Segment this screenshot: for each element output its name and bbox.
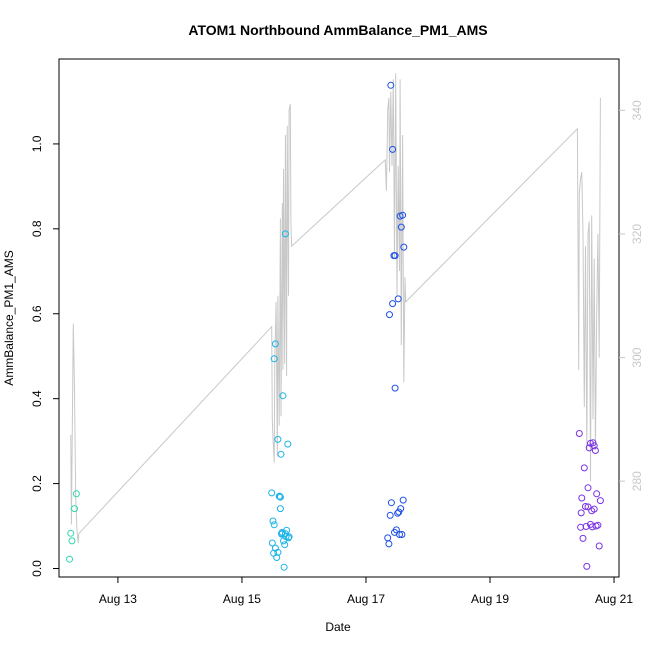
data-point [270, 355, 278, 363]
data-point [274, 548, 282, 556]
y-tick-label: 0.2 [30, 475, 44, 492]
x-tick-label: Aug 13 [99, 592, 137, 606]
data-point [274, 435, 282, 443]
data-point [270, 521, 278, 529]
data-point [391, 384, 399, 392]
y-tick-label: 0.4 [30, 390, 44, 407]
data-point [285, 533, 293, 541]
data-point [268, 489, 276, 497]
data-point [268, 539, 276, 547]
data-point [386, 311, 393, 319]
y2-axis: 280 300 320 340 [619, 100, 644, 491]
y2-tick-label: 320 [630, 224, 644, 244]
y2-tick-label: 340 [630, 100, 644, 120]
data-point [72, 490, 80, 498]
data-point [279, 392, 287, 400]
data-point [396, 531, 403, 538]
data-points [66, 81, 604, 571]
data-point [394, 509, 402, 517]
data-point [398, 531, 406, 538]
data-point [276, 505, 284, 513]
x-tick-label: Aug 21 [595, 592, 633, 606]
data-point [575, 430, 583, 437]
secondary-series-line [70, 73, 601, 544]
x-tick-label: Aug 15 [223, 592, 261, 606]
chart-title: ATOM1 Northbound AmmBalance_PM1_AMS [188, 22, 487, 38]
data-point [584, 484, 592, 492]
data-point [580, 464, 588, 472]
x-tick-label: Aug 17 [347, 592, 385, 606]
y-tick-label: 0.6 [30, 305, 44, 322]
x-axis-label: Date [325, 620, 351, 634]
x-axis: Aug 13 Aug 15 Aug 17 Aug 19 Aug 21 [99, 577, 633, 606]
data-point [400, 243, 408, 251]
y-axis: 0.0 0.2 0.4 0.6 0.8 1.0 [30, 135, 59, 577]
data-point [579, 534, 587, 542]
data-point [394, 295, 402, 303]
data-point [71, 505, 78, 513]
data-point [397, 505, 405, 513]
y-tick-label: 0.8 [30, 220, 44, 237]
data-point [387, 81, 395, 89]
data-point [276, 492, 284, 500]
data-point [384, 534, 392, 542]
data-point [66, 555, 73, 563]
data-point [592, 522, 600, 530]
data-point [278, 529, 286, 537]
plot-frame [58, 58, 620, 578]
data-point [593, 490, 601, 498]
data-point [577, 509, 585, 517]
data-point [389, 145, 397, 153]
data-point [391, 252, 399, 260]
y-axis-label: AmmBalance_PM1_AMS [2, 250, 16, 385]
data-point [386, 511, 394, 519]
y-tick-label: 0.0 [30, 560, 44, 577]
data-point [595, 542, 603, 550]
data-point [387, 499, 395, 507]
data-point [399, 496, 407, 504]
data-point [578, 494, 586, 502]
data-point [283, 526, 291, 534]
data-point [385, 540, 393, 548]
data-point [277, 450, 285, 458]
data-point [582, 503, 589, 510]
data-point [270, 549, 278, 557]
data-point [583, 562, 591, 570]
x-tick-label: Aug 19 [471, 592, 509, 606]
y2-tick-label: 280 [630, 471, 644, 491]
data-point [590, 505, 598, 513]
data-point [281, 541, 289, 549]
data-point [588, 523, 596, 531]
data-point [269, 517, 277, 525]
data-point [584, 503, 592, 511]
data-point [596, 497, 604, 505]
data-point [591, 447, 599, 454]
data-point [389, 300, 397, 308]
data-point [590, 442, 598, 450]
y-tick-label: 1.0 [30, 135, 44, 152]
data-point [68, 537, 76, 545]
data-point [67, 529, 75, 537]
data-point [271, 340, 279, 348]
data-point [395, 508, 403, 516]
data-point [399, 211, 407, 219]
data-point [284, 440, 292, 448]
data-point [281, 230, 289, 238]
data-point [397, 223, 405, 231]
y2-tick-label: 300 [630, 347, 644, 367]
data-point [278, 528, 286, 536]
data-point [280, 563, 288, 571]
